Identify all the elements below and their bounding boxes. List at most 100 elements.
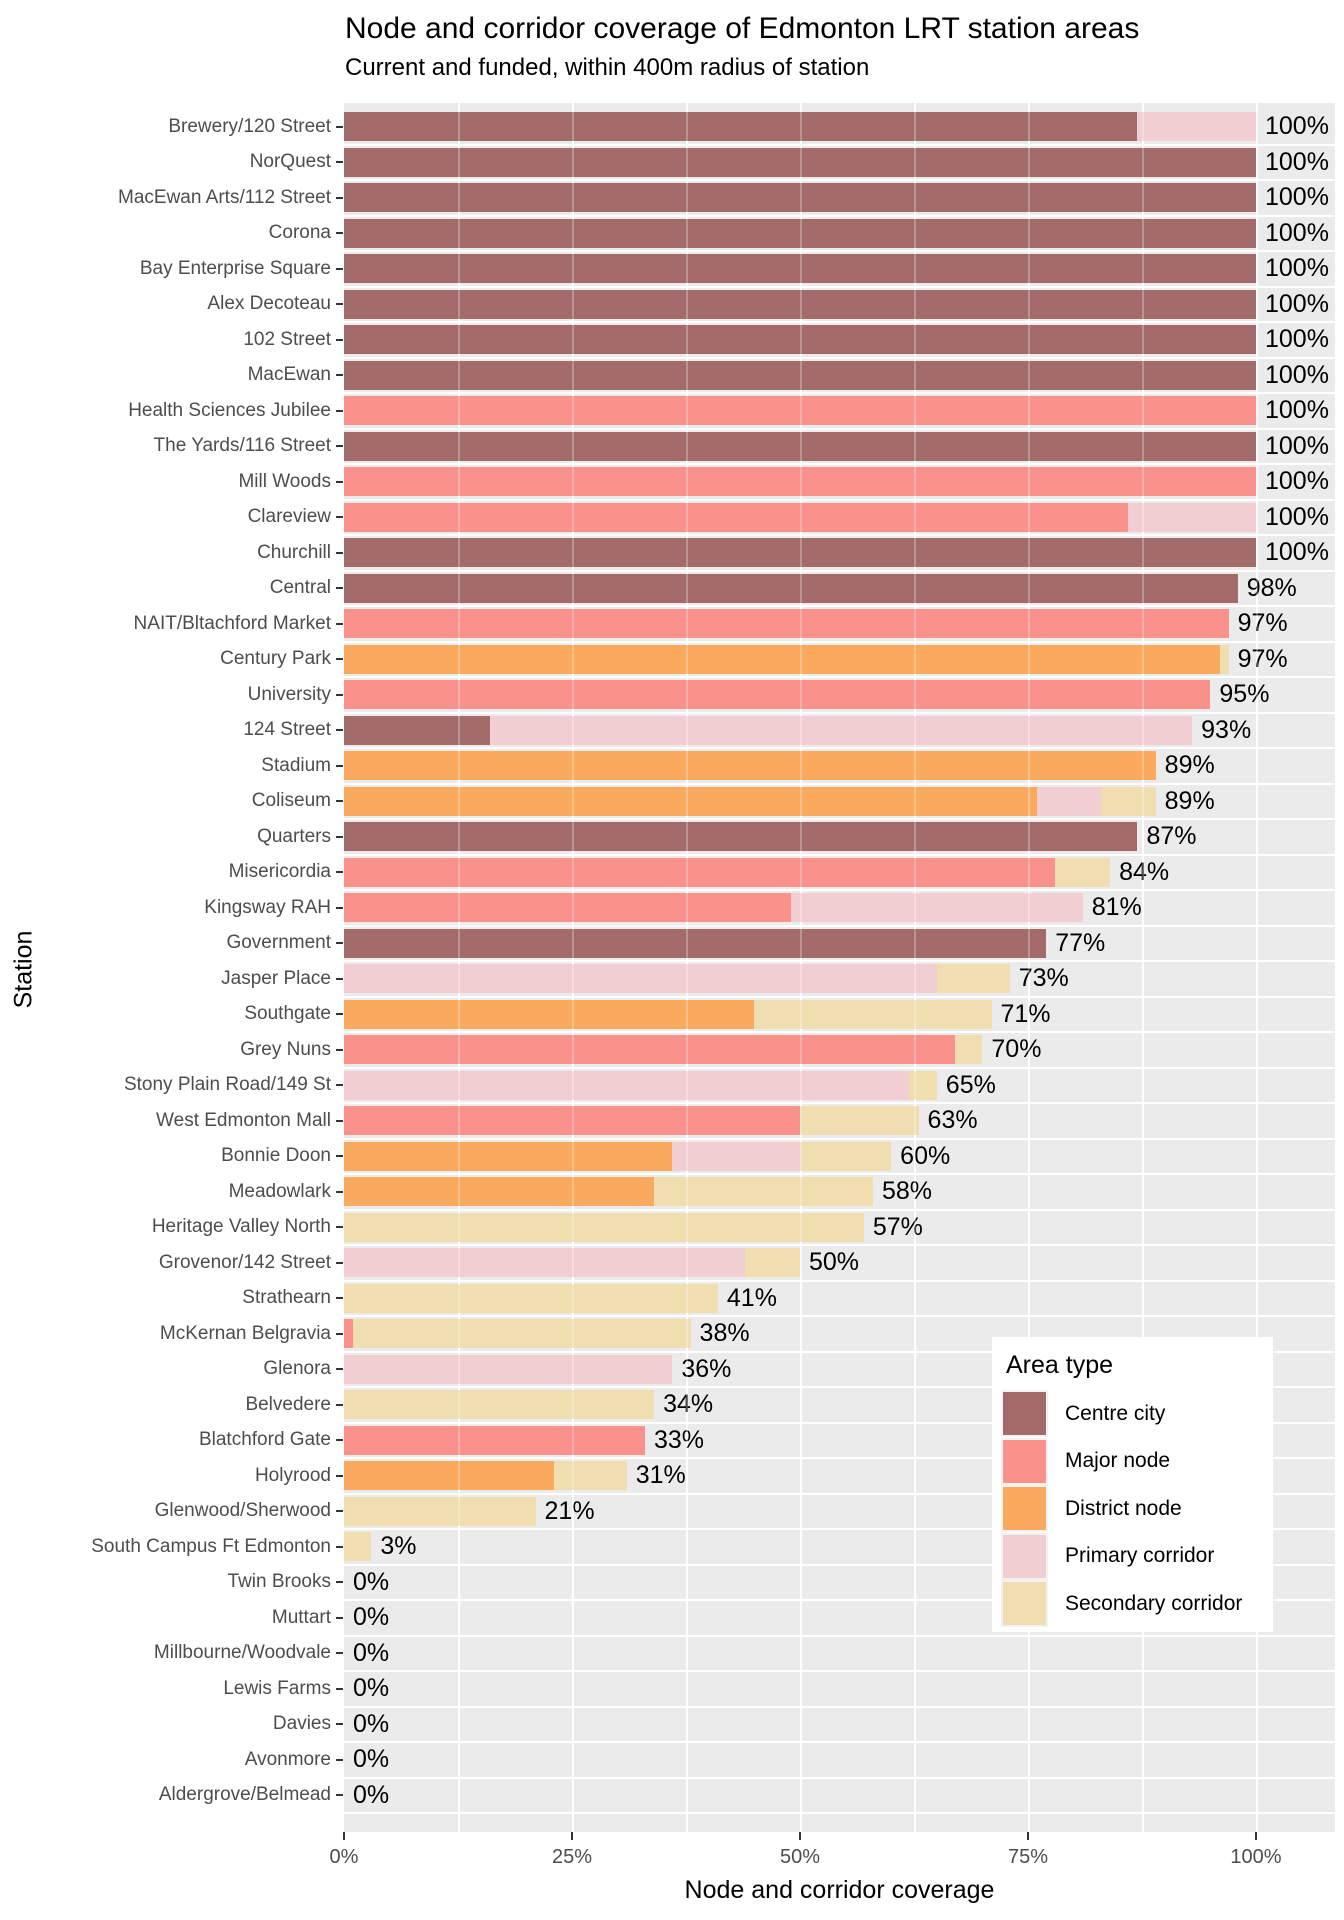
stacked-bar: 100% <box>344 431 1329 461</box>
bar-segment-major_node <box>344 502 1129 532</box>
value-label: 0% <box>353 1745 390 1774</box>
station-row: 41% <box>344 1282 1335 1317</box>
station-row: 57% <box>344 1211 1335 1246</box>
value-label: 0% <box>353 1603 390 1632</box>
station-row: 63% <box>344 1104 1335 1140</box>
bar-segment-district_node <box>344 644 1220 674</box>
station-row: 0% <box>344 1743 1335 1779</box>
stacked-bar: 98% <box>344 573 1297 603</box>
y-tick-mark <box>336 1084 343 1087</box>
y-label-row: Misericordia <box>0 856 343 892</box>
bar-segment-secondary_corridor <box>654 1177 873 1207</box>
y-tick-mark <box>336 551 343 554</box>
y-label-row: Avonmore <box>0 1743 343 1779</box>
value-label: 100% <box>1265 467 1329 496</box>
bar-segment-major_node <box>344 1106 800 1136</box>
bar-segment-major_node <box>344 609 1229 639</box>
value-label: 93% <box>1201 715 1252 744</box>
stacked-bar: 21% <box>344 1496 595 1526</box>
y-tick-mark <box>336 1332 343 1335</box>
y-tick-mark <box>336 729 343 732</box>
y-tick-mark <box>336 871 343 874</box>
stacked-bar: 0% <box>344 1781 389 1810</box>
x-tick-mark <box>571 1832 573 1840</box>
station-row: 60% <box>344 1140 1335 1175</box>
bar-segment-centre_city <box>344 431 1256 461</box>
y-label-row: Coliseum <box>0 785 343 821</box>
stacked-bar: 100% <box>344 254 1329 284</box>
y-tick-mark <box>336 1439 343 1442</box>
station-row: 0% <box>344 1779 1335 1814</box>
bar-segment-centre_city <box>344 538 1256 568</box>
station-label: McKernan Belgravia <box>159 1322 331 1344</box>
y-tick-mark <box>336 587 343 590</box>
bar-segment-secondary_corridor <box>745 1248 800 1278</box>
station-label: Bonnie Doon <box>221 1145 331 1167</box>
value-label: 57% <box>872 1212 923 1241</box>
y-label-row: Glenwood/Sherwood <box>0 1495 343 1531</box>
bar-segment-primary_corridor <box>672 1141 800 1171</box>
legend-entry: Secondary corridor <box>1003 1580 1265 1628</box>
legend-entry-label: Primary corridor <box>1065 1544 1215 1568</box>
station-row: 0% <box>344 1601 1335 1637</box>
y-tick-mark <box>336 516 343 519</box>
y-tick-mark <box>336 1297 343 1300</box>
bar-segment-secondary_corridor <box>353 1319 691 1349</box>
stacked-bar: 70% <box>344 1035 1042 1065</box>
legend-entry-label: District node <box>1065 1496 1182 1520</box>
y-label-row: Brewery/120 Street <box>0 110 343 146</box>
value-label: 33% <box>653 1425 704 1454</box>
legend-entry: Centre city <box>1003 1390 1265 1438</box>
stacked-bar: 57% <box>344 1212 923 1242</box>
value-label: 77% <box>1055 928 1106 957</box>
y-label-row: Health Sciences Jubilee <box>0 394 343 430</box>
y-label-row: University <box>0 678 343 714</box>
gridline-minor <box>686 103 688 1832</box>
y-tick-mark <box>336 1190 343 1193</box>
stacked-bar: 97% <box>344 644 1288 674</box>
stacked-bar: 100% <box>344 218 1329 248</box>
bar-segment-secondary_corridor <box>344 1496 536 1526</box>
station-row: 100% <box>344 110 1335 146</box>
stacked-bar: 0% <box>344 1745 389 1774</box>
bar-segment-primary_corridor <box>344 1354 673 1384</box>
y-tick-mark <box>336 267 343 270</box>
gridline-minor <box>458 103 460 1832</box>
y-tick-mark <box>336 338 343 341</box>
station-row: 100% <box>344 359 1335 394</box>
y-tick-mark <box>336 409 343 412</box>
stacked-bar: 34% <box>344 1390 713 1420</box>
station-label: Misericordia <box>228 861 331 883</box>
value-label: 100% <box>1265 538 1329 567</box>
x-tick-mark <box>799 1832 801 1840</box>
legend-swatch-district_node <box>1003 1487 1046 1531</box>
bar-segment-primary_corridor <box>1128 502 1256 532</box>
y-tick-mark <box>336 658 343 661</box>
stacked-bar: 95% <box>344 680 1269 710</box>
bar-segment-district_node <box>344 1177 655 1207</box>
bar-segment-secondary_corridor <box>344 1390 655 1420</box>
value-label: 50% <box>808 1248 860 1277</box>
value-label: 100% <box>1265 360 1329 389</box>
y-label-row: Quarters <box>0 820 343 856</box>
station-label: Stadium <box>261 754 331 776</box>
y-tick-mark <box>336 1616 343 1619</box>
y-label-row: Belvedere <box>0 1388 343 1424</box>
stacked-bar: 100% <box>344 538 1329 568</box>
value-label: 100% <box>1265 396 1329 425</box>
station-row: 0% <box>344 1672 1335 1708</box>
value-label: 70% <box>991 1035 1042 1064</box>
gridline-major <box>1028 103 1031 1832</box>
value-label: 21% <box>544 1496 595 1525</box>
y-tick-mark <box>336 1581 343 1584</box>
legend-keys: Centre city Major node District node Primar… <box>1003 1390 1265 1628</box>
station-label: Blatchford Gate <box>198 1429 331 1451</box>
station-row: 58% <box>344 1175 1335 1211</box>
y-label-row: Century Park <box>0 643 343 679</box>
bar-segment-primary_corridor <box>1137 112 1256 142</box>
stacked-bar: 97% <box>344 609 1288 639</box>
stacked-bar: 3% <box>344 1532 417 1562</box>
bar-segment-centre_city <box>344 573 1238 603</box>
bar-segment-primary_corridor <box>790 893 1083 923</box>
bar-segment-major_node <box>344 893 791 923</box>
